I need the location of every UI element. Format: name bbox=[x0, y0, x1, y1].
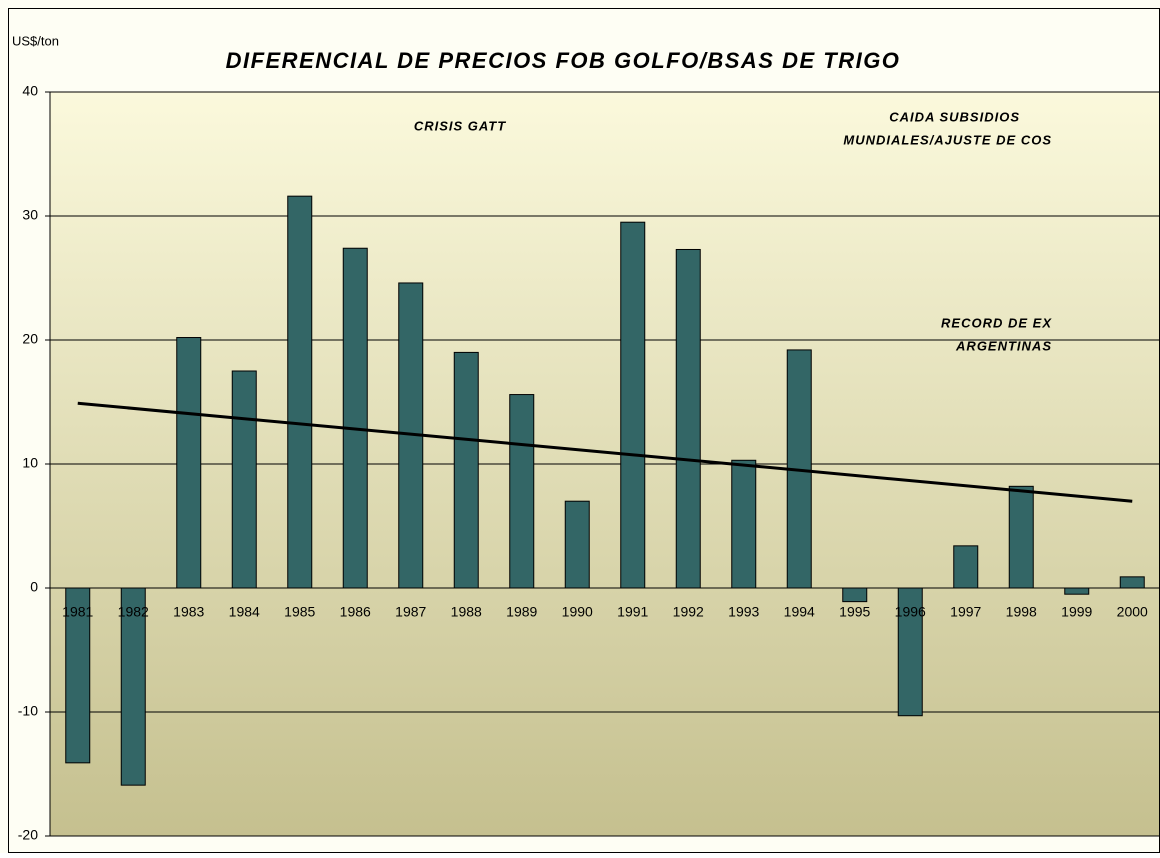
bar bbox=[842, 587, 868, 603]
x-tick-label: 1983 bbox=[173, 604, 204, 620]
bar bbox=[564, 500, 590, 589]
y-tick-label: 30 bbox=[22, 207, 38, 223]
chart-title: DIFERENCIAL DE PRECIOS FOB GOLFO/BSAS DE… bbox=[226, 48, 901, 73]
x-tick-label: 1987 bbox=[395, 604, 426, 620]
y-axis-label: US$/ton bbox=[12, 33, 59, 48]
bar bbox=[120, 587, 146, 786]
x-tick-label: 1981 bbox=[62, 604, 93, 620]
bar bbox=[342, 247, 368, 589]
annotation: RECORD DE EX bbox=[941, 315, 1052, 330]
y-tick-label: -20 bbox=[18, 827, 38, 843]
x-tick-label: 1985 bbox=[284, 604, 315, 620]
bar bbox=[1119, 576, 1145, 589]
bar bbox=[176, 337, 202, 589]
x-tick-label: 1992 bbox=[673, 604, 704, 620]
x-tick-label: 1989 bbox=[506, 604, 537, 620]
annotation: MUNDIALES/AJUSTE DE COS bbox=[843, 132, 1052, 147]
y-tick-label: 10 bbox=[22, 455, 38, 471]
x-tick-label: 1998 bbox=[1006, 604, 1037, 620]
bar bbox=[509, 394, 535, 589]
annotation: CAIDA SUBSIDIOS bbox=[889, 109, 1020, 124]
x-tick-label: 1995 bbox=[839, 604, 870, 620]
x-tick-label: 1994 bbox=[784, 604, 815, 620]
x-tick-label: 1993 bbox=[728, 604, 759, 620]
bar bbox=[1064, 587, 1090, 595]
bar bbox=[287, 195, 313, 589]
bar bbox=[1008, 485, 1034, 589]
y-tick-label: 40 bbox=[22, 83, 38, 99]
annotation: ARGENTINAS bbox=[955, 338, 1052, 353]
bar bbox=[675, 248, 701, 589]
bar bbox=[731, 459, 757, 589]
bar bbox=[953, 545, 979, 589]
trend-line bbox=[77, 401, 1133, 503]
x-tick-label: 1986 bbox=[340, 604, 371, 620]
bar bbox=[897, 587, 923, 717]
x-tick-label: 1990 bbox=[562, 604, 593, 620]
y-tick-label: 0 bbox=[30, 579, 38, 595]
x-tick-label: 1996 bbox=[895, 604, 926, 620]
x-tick-label: 1984 bbox=[229, 604, 260, 620]
bar bbox=[453, 351, 479, 589]
x-tick-label: 1999 bbox=[1061, 604, 1092, 620]
annotation: CRISIS GATT bbox=[414, 118, 506, 133]
x-tick-label: 2000 bbox=[1117, 604, 1148, 620]
x-tick-label: 1991 bbox=[617, 604, 648, 620]
x-tick-label: 1997 bbox=[950, 604, 981, 620]
x-tick-label: 1982 bbox=[118, 604, 149, 620]
bar bbox=[65, 587, 91, 764]
y-tick-label: -10 bbox=[18, 703, 38, 719]
y-tick-label: 20 bbox=[22, 331, 38, 347]
bar bbox=[620, 221, 646, 589]
x-tick-label: 1988 bbox=[451, 604, 482, 620]
bar bbox=[231, 370, 257, 589]
